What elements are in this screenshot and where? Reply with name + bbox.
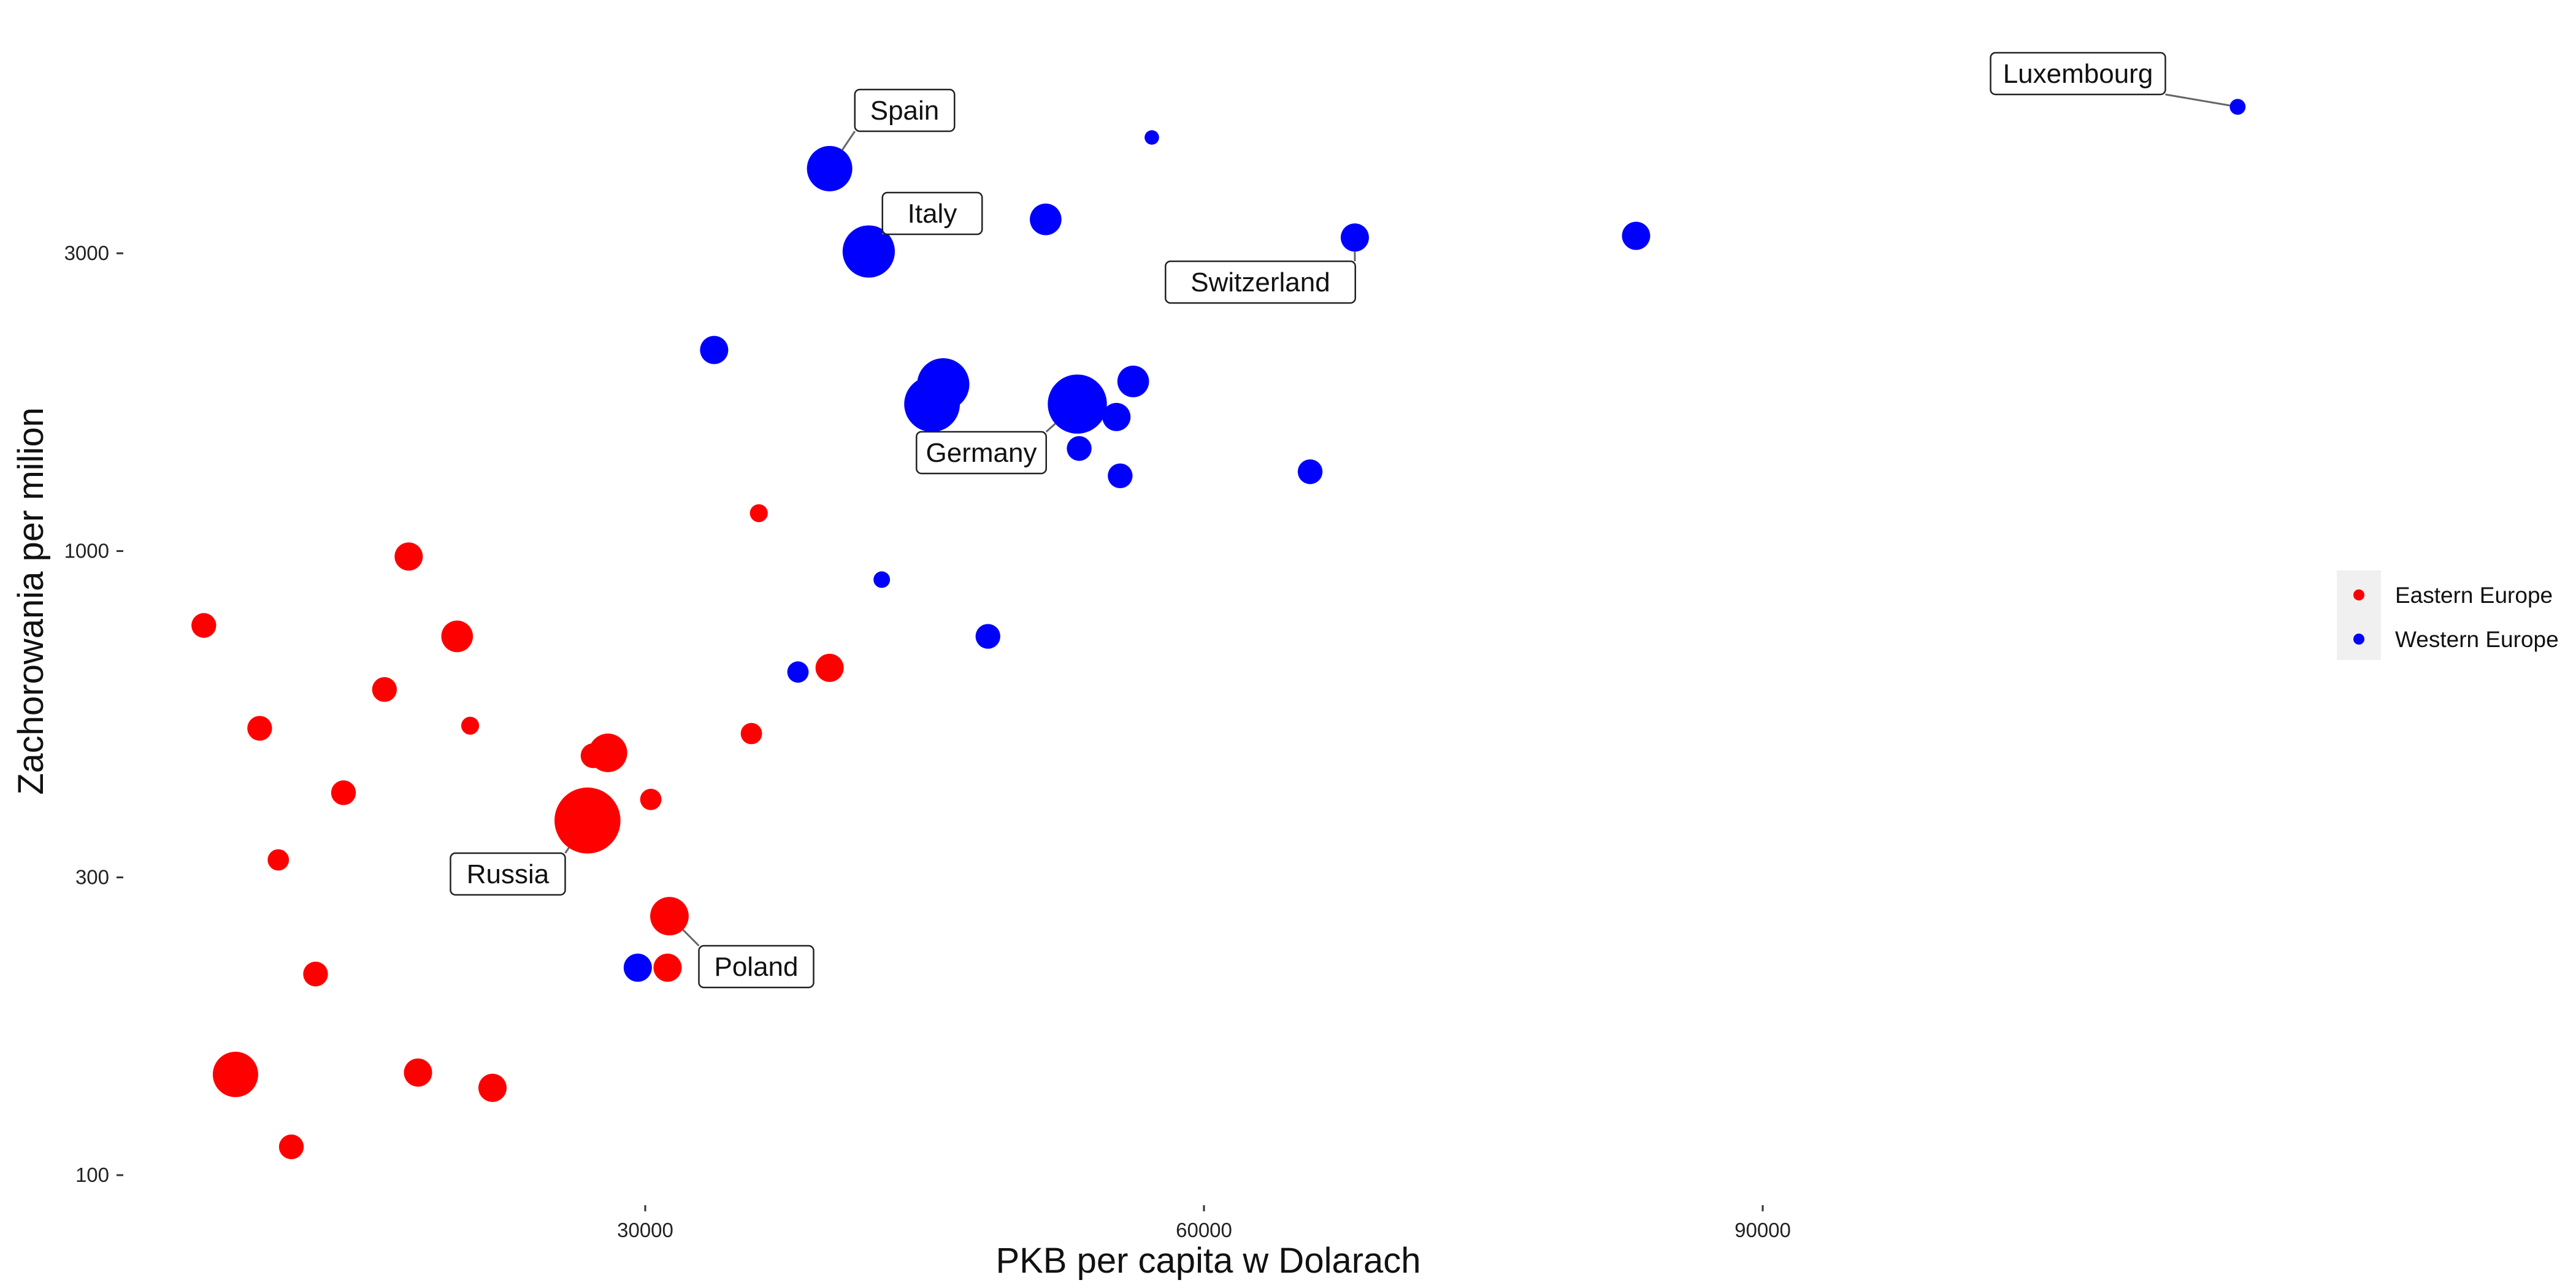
annotation-box — [450, 852, 566, 896]
annotation-box — [881, 191, 983, 236]
eastern-europe-point — [278, 1134, 304, 1160]
y-axis: 100 300 1000 3000 — [64, 242, 123, 1186]
western-europe-point — [1297, 459, 1323, 485]
legend-key-eastern-europe — [2353, 589, 2364, 600]
annotation-leader-line — [682, 929, 700, 947]
eastern-europe-point — [740, 723, 762, 745]
eastern-europe-point — [478, 1073, 507, 1102]
western-europe-point — [975, 624, 1000, 649]
eastern-europe-point — [640, 788, 662, 810]
western-europe-point — [1622, 221, 1650, 250]
western-europe-point — [873, 571, 891, 588]
eastern-europe-point — [191, 613, 217, 638]
annotation-leader-line — [1045, 423, 1056, 433]
eastern-europe-point — [247, 716, 272, 741]
eastern-europe-point — [267, 849, 289, 871]
eastern-europe-point — [554, 788, 621, 854]
annotation-label: Poland — [714, 952, 798, 982]
annotation-leader-line — [564, 847, 570, 854]
x-tick-label: 30000 — [617, 1219, 673, 1241]
western-europe-point — [1067, 436, 1092, 461]
annotation-label: Russia — [467, 859, 550, 889]
western-europe-point — [623, 953, 652, 982]
eastern-europe-point — [441, 620, 473, 653]
western-europe-point — [842, 225, 895, 278]
eastern-europe-point — [394, 542, 423, 571]
eastern-europe-point — [650, 897, 689, 936]
western-europe-point — [1030, 203, 1062, 236]
annotation-label: Luxembourg — [2003, 59, 2153, 89]
legend: Eastern Europe Western Europe — [2337, 570, 2559, 660]
eastern-europe-point — [461, 716, 480, 735]
y-tick-label: 100 — [75, 1163, 109, 1186]
eastern-europe-point — [749, 504, 768, 523]
annotation-box — [1990, 52, 2166, 96]
legend-key-background — [2337, 570, 2381, 660]
western-europe-point — [1340, 223, 1369, 252]
eastern-europe-point — [303, 961, 328, 987]
y-tick-label: 3000 — [64, 242, 109, 264]
x-tick-label: 90000 — [1735, 1219, 1791, 1241]
annotation-box — [698, 945, 815, 989]
annotation-box — [916, 431, 1047, 475]
western-europe-point — [700, 335, 729, 364]
western-europe-point — [807, 145, 853, 191]
western-europe-point — [2229, 99, 2246, 115]
annotations: Spain Italy Switzerland Germany Russia Poland… — [450, 52, 2230, 989]
eastern-europe-point — [212, 1051, 258, 1097]
annotation-label: Spain — [870, 96, 940, 126]
eastern-europe-point — [588, 734, 627, 772]
eastern-europe-point — [404, 1058, 432, 1087]
eastern-europe-point — [815, 653, 844, 682]
x-axis-title: PKB per capita w Dolarach — [995, 1241, 1420, 1281]
data-points — [191, 99, 2246, 1160]
western-europe-point — [787, 661, 809, 683]
western-europe-point — [1048, 374, 1107, 434]
western-europe-point — [917, 358, 970, 411]
western-europe-point — [1108, 463, 1133, 488]
legend-key-western-europe — [2353, 634, 2364, 645]
x-tick-label: 60000 — [1176, 1219, 1232, 1241]
legend-label: Eastern Europe — [2395, 583, 2553, 608]
x-axis: 30000 60000 90000 — [617, 1205, 1791, 1241]
eastern-europe-point — [331, 780, 356, 805]
annotation-box — [854, 88, 956, 132]
annotation-leader-line — [841, 131, 856, 151]
eastern-europe-point — [372, 677, 397, 702]
y-axis-title: Zachorowania per milion — [11, 407, 51, 795]
legend-label: Western Europe — [2395, 627, 2559, 652]
y-tick-label: 1000 — [64, 539, 109, 562]
annotation-label: Italy — [908, 199, 957, 229]
western-europe-point — [1102, 402, 1131, 431]
y-tick-label: 300 — [75, 866, 109, 889]
annotation-leader-line — [2165, 93, 2230, 107]
annotation-label: Germany — [926, 438, 1037, 468]
annotation-box — [1165, 260, 1356, 304]
eastern-europe-point — [653, 953, 682, 982]
western-europe-point — [1144, 130, 1159, 145]
annotation-label: Switzerland — [1190, 267, 1330, 297]
western-europe-point — [1117, 366, 1149, 397]
